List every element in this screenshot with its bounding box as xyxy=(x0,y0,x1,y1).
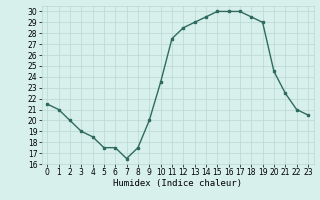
X-axis label: Humidex (Indice chaleur): Humidex (Indice chaleur) xyxy=(113,179,242,188)
